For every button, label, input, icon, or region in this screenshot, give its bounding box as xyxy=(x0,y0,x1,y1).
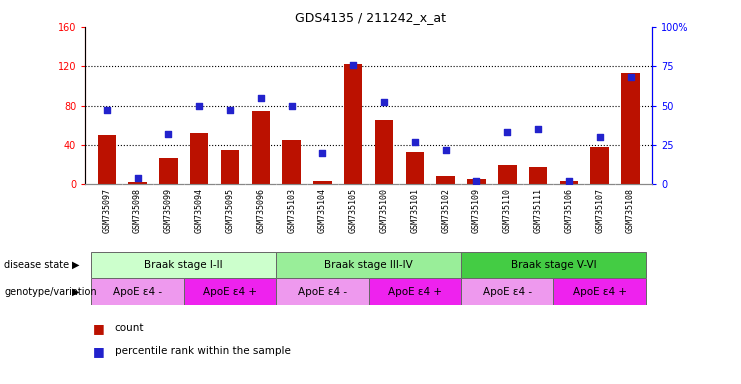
Bar xyxy=(468,179,485,184)
Point xyxy=(378,99,390,106)
Text: GSM735111: GSM735111 xyxy=(534,188,542,233)
Bar xyxy=(369,278,461,305)
Bar xyxy=(276,278,369,305)
Text: ApoE ε4 -: ApoE ε4 - xyxy=(482,287,532,297)
Text: count: count xyxy=(115,323,144,333)
Text: GSM735110: GSM735110 xyxy=(503,188,512,233)
Text: disease state: disease state xyxy=(4,260,70,270)
Point xyxy=(532,126,544,132)
Text: GSM735102: GSM735102 xyxy=(441,188,451,233)
Point xyxy=(316,150,328,156)
Text: GSM735103: GSM735103 xyxy=(287,188,296,233)
Point xyxy=(286,103,298,109)
Text: ApoE ε4 +: ApoE ε4 + xyxy=(573,287,627,297)
Text: GSM735097: GSM735097 xyxy=(102,188,111,233)
Text: ▶: ▶ xyxy=(73,287,80,297)
Point xyxy=(224,107,236,113)
Text: GSM735105: GSM735105 xyxy=(349,188,358,233)
Text: ▶: ▶ xyxy=(73,260,80,270)
Bar xyxy=(190,133,208,184)
Point xyxy=(132,175,144,181)
Bar xyxy=(344,64,362,184)
Bar xyxy=(252,111,270,184)
Text: GSM735107: GSM735107 xyxy=(595,188,604,233)
Text: GSM735108: GSM735108 xyxy=(626,188,635,233)
Text: GSM735106: GSM735106 xyxy=(565,188,574,233)
Bar xyxy=(559,181,578,184)
Bar xyxy=(461,278,554,305)
Bar xyxy=(276,252,461,278)
Point xyxy=(162,131,174,137)
Text: percentile rank within the sample: percentile rank within the sample xyxy=(115,346,290,356)
Text: Braak stage V-VI: Braak stage V-VI xyxy=(511,260,597,270)
Text: GSM735100: GSM735100 xyxy=(379,188,388,233)
Text: GSM735101: GSM735101 xyxy=(411,188,419,233)
Bar xyxy=(405,152,424,184)
Bar xyxy=(529,167,548,184)
Bar xyxy=(282,140,301,184)
Bar xyxy=(498,165,516,184)
Bar xyxy=(159,158,178,184)
Text: Braak stage III-IV: Braak stage III-IV xyxy=(325,260,413,270)
Point xyxy=(625,74,637,80)
Bar xyxy=(91,278,184,305)
Text: ApoE ε4 -: ApoE ε4 - xyxy=(113,287,162,297)
Text: GSM735099: GSM735099 xyxy=(164,188,173,233)
Text: GSM735094: GSM735094 xyxy=(195,188,204,233)
Text: GSM735095: GSM735095 xyxy=(225,188,234,233)
Text: ApoE ε4 +: ApoE ε4 + xyxy=(203,287,257,297)
Point xyxy=(439,147,451,153)
Text: GDS4135 / 211242_x_at: GDS4135 / 211242_x_at xyxy=(295,12,446,25)
Bar xyxy=(461,252,646,278)
Text: GSM735098: GSM735098 xyxy=(133,188,142,233)
Text: GSM735109: GSM735109 xyxy=(472,188,481,233)
Text: ■: ■ xyxy=(93,322,104,335)
Point xyxy=(255,95,267,101)
Bar xyxy=(98,135,116,184)
Bar xyxy=(221,150,239,184)
Point xyxy=(563,178,575,184)
Bar xyxy=(621,73,639,184)
Point xyxy=(101,107,113,113)
Text: ApoE ε4 +: ApoE ε4 + xyxy=(388,287,442,297)
Point xyxy=(471,178,482,184)
Point xyxy=(409,139,421,145)
Bar xyxy=(554,278,646,305)
Text: Braak stage I-II: Braak stage I-II xyxy=(144,260,223,270)
Text: GSM735104: GSM735104 xyxy=(318,188,327,233)
Bar xyxy=(128,182,147,184)
Point xyxy=(348,61,359,68)
Bar xyxy=(591,147,609,184)
Point xyxy=(594,134,605,140)
Bar xyxy=(375,120,393,184)
Point xyxy=(502,129,514,136)
Point xyxy=(193,103,205,109)
Text: genotype/variation: genotype/variation xyxy=(4,287,97,297)
Bar xyxy=(313,181,332,184)
Text: ■: ■ xyxy=(93,345,104,358)
Text: ApoE ε4 -: ApoE ε4 - xyxy=(298,287,347,297)
Bar xyxy=(436,177,455,184)
Bar xyxy=(91,252,276,278)
Text: GSM735096: GSM735096 xyxy=(256,188,265,233)
Bar xyxy=(184,278,276,305)
